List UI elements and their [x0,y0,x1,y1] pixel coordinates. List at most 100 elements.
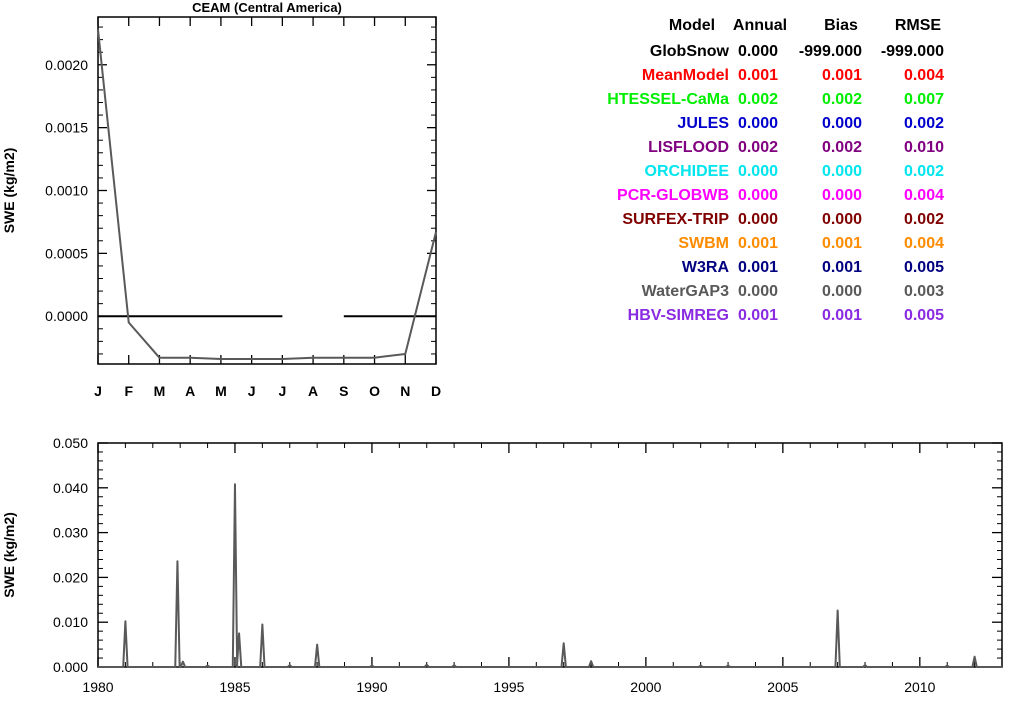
rmse-value: 0.002 [904,115,944,132]
x-tick-label: O [369,383,380,399]
data-point [426,664,428,666]
rmse-value: 0.005 [904,307,944,324]
data-point [837,609,839,612]
x-tick-label: 1990 [356,679,387,695]
y-tick-label: 0.050 [53,435,88,451]
rmse-value: 0.005 [904,259,944,276]
model-name: JULES [677,115,729,132]
bias-value: 0.001 [822,67,862,84]
annual-value: 0.000 [738,211,778,228]
y-tick-label: 0.0005 [45,245,88,261]
table-header: RMSE [895,17,942,34]
annual-value: 0.001 [738,235,778,252]
y-tick-label: 0.000 [53,659,88,675]
data-point [261,623,263,626]
model-name: HBV-SIMREG [628,307,729,324]
data-point [206,665,209,667]
rmse-value: 0.004 [904,187,944,204]
timeseries-chart: SWE (kg/m2) 1980 1985 1990 1995 2000 2005 2010 0… [1,435,1003,695]
model-name: MeanModel [642,67,729,84]
model-name: ORCHIDEE [645,163,730,180]
rmse-value: 0.002 [904,211,944,228]
bias-value: 0.000 [822,187,862,204]
x-tick-label: S [339,383,348,399]
data-point [727,665,729,667]
y-tick-label: 0.010 [53,614,88,630]
model-name: HTESSEL-CaMa [607,91,729,108]
bias-value: 0.001 [822,307,862,324]
x-tick-label: N [400,383,410,399]
bias-value: 0.001 [822,235,862,252]
plot-frame [97,16,437,365]
x-tick-label: D [431,383,441,399]
y-tick-label: 0.0015 [45,120,88,136]
annual-value: 0.000 [738,43,778,60]
rmse-value: 0.007 [904,91,944,108]
x-tick-label: A [185,383,195,399]
data-point [182,661,184,663]
bias-value: 0.001 [822,259,862,276]
bias-value: 0.000 [822,163,862,180]
x-tick-label: M [154,383,166,399]
data-point [700,665,702,667]
x-tick-label: J [94,383,102,399]
rmse-value: 0.004 [904,67,944,84]
y-tick-label: 0.0010 [45,183,88,199]
model-name: PCR-GLOBWB [617,187,729,204]
data-point [974,656,976,658]
model-name: WaterGAP3 [642,283,730,300]
annual-value: 0.002 [738,139,778,156]
bias-value: 0.000 [822,115,862,132]
x-tick-label: M [215,383,227,399]
y-tick-label: 0.0000 [45,308,88,324]
statistics-table: Model Annual Bias RMSE GlobSnow 0.000 -999.000… [607,17,944,324]
x-tick-label: 1995 [493,679,524,695]
y-tick-label: 0.040 [53,480,88,496]
x-tick-label: F [124,383,133,399]
data-point [289,664,291,666]
table-header: Model [669,17,715,34]
annual-value: 0.001 [738,259,778,276]
x-tick-label: A [308,383,318,399]
data-point [946,665,948,667]
table-header: Annual [733,17,787,34]
annual-value: 0.000 [738,187,778,204]
x-tick-label: 2005 [767,679,798,695]
rmse-value: 0.010 [904,139,944,156]
rmse-value: 0.002 [904,163,944,180]
y-axis-label: SWE (kg/m2) [1,512,17,598]
model-name: SURFEX-TRIP [622,211,729,228]
data-point [371,665,373,667]
model-name: W3RA [682,259,730,276]
y-tick-label: 0.020 [53,569,88,585]
data-point [453,664,455,666]
series-line [97,29,437,360]
x-tick-label: 1985 [219,679,250,695]
model-name: GlobSnow [650,43,730,60]
data-point [864,664,866,666]
y-axis-label: SWE (kg/m2) [1,148,17,234]
model-name: SWBM [678,235,729,252]
table-header: Bias [824,17,858,34]
rmse-value: -999.000 [881,43,944,60]
data-point [176,560,179,562]
data-point [238,632,240,635]
x-tick-label: 2010 [904,679,935,695]
y-tick-label: 0.0020 [45,57,88,73]
bias-value: 0.000 [822,211,862,228]
annual-value: 0.001 [738,67,778,84]
rmse-value: 0.004 [904,235,944,252]
annual-value: 0.000 [738,163,778,180]
annual-value: 0.001 [738,307,778,324]
rmse-value: 0.003 [904,283,944,300]
data-point [590,660,592,662]
bias-value: -999.000 [799,43,862,60]
data-point [316,644,318,646]
annual-value: 0.000 [738,115,778,132]
x-tick-label: J [278,383,286,399]
x-tick-label: J [248,383,256,399]
bias-value: 0.002 [822,91,862,108]
x-tick-label: 2000 [630,679,661,695]
bias-value: 0.000 [822,283,862,300]
